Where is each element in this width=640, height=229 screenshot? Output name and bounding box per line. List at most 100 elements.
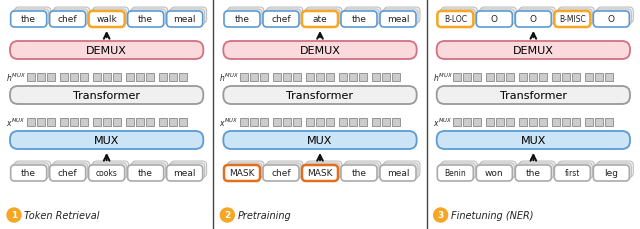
Bar bbox=[392, 74, 400, 82]
Bar bbox=[146, 74, 154, 82]
FancyBboxPatch shape bbox=[306, 161, 342, 177]
Bar bbox=[529, 74, 538, 82]
FancyBboxPatch shape bbox=[437, 165, 474, 181]
FancyBboxPatch shape bbox=[439, 10, 476, 26]
Bar bbox=[506, 74, 515, 82]
Bar bbox=[316, 118, 324, 126]
FancyBboxPatch shape bbox=[91, 10, 127, 26]
Text: $h^\mathregular{MUX}$: $h^\mathregular{MUX}$ bbox=[6, 71, 26, 84]
Bar bbox=[306, 118, 314, 126]
Text: $x^\mathregular{MUX}$: $x^\mathregular{MUX}$ bbox=[6, 116, 26, 129]
Text: the: the bbox=[234, 15, 250, 25]
Text: Transformer: Transformer bbox=[287, 91, 353, 101]
FancyBboxPatch shape bbox=[50, 165, 86, 181]
Bar bbox=[563, 74, 570, 82]
Bar bbox=[47, 74, 54, 82]
FancyBboxPatch shape bbox=[54, 161, 90, 177]
FancyBboxPatch shape bbox=[169, 10, 205, 26]
Bar bbox=[453, 74, 461, 82]
FancyBboxPatch shape bbox=[384, 8, 420, 24]
Circle shape bbox=[7, 208, 21, 222]
Bar bbox=[572, 118, 580, 126]
Text: the: the bbox=[351, 169, 367, 178]
FancyBboxPatch shape bbox=[93, 161, 129, 177]
Text: DEMUX: DEMUX bbox=[513, 46, 554, 56]
Text: $x^\mathregular{MUX}$: $x^\mathregular{MUX}$ bbox=[220, 116, 239, 129]
Text: won: won bbox=[485, 169, 504, 178]
FancyBboxPatch shape bbox=[171, 8, 207, 24]
Bar bbox=[339, 74, 347, 82]
FancyBboxPatch shape bbox=[343, 163, 379, 179]
FancyBboxPatch shape bbox=[302, 165, 338, 181]
Bar bbox=[563, 118, 570, 126]
FancyBboxPatch shape bbox=[345, 8, 381, 24]
FancyBboxPatch shape bbox=[89, 12, 125, 28]
Bar bbox=[486, 74, 494, 82]
Bar bbox=[169, 118, 177, 126]
FancyBboxPatch shape bbox=[166, 165, 203, 181]
Bar bbox=[250, 118, 258, 126]
Bar bbox=[113, 74, 121, 82]
FancyBboxPatch shape bbox=[554, 165, 590, 181]
Bar bbox=[326, 74, 334, 82]
FancyBboxPatch shape bbox=[595, 163, 631, 179]
FancyBboxPatch shape bbox=[517, 163, 554, 179]
Bar bbox=[125, 118, 134, 126]
FancyBboxPatch shape bbox=[10, 131, 204, 149]
FancyBboxPatch shape bbox=[341, 165, 377, 181]
Bar bbox=[47, 118, 54, 126]
Bar bbox=[79, 118, 88, 126]
Bar bbox=[540, 74, 547, 82]
Bar bbox=[283, 74, 291, 82]
Bar bbox=[179, 118, 187, 126]
FancyBboxPatch shape bbox=[171, 161, 207, 177]
Bar bbox=[36, 118, 45, 126]
FancyBboxPatch shape bbox=[52, 163, 88, 179]
Bar bbox=[463, 74, 471, 82]
Text: ate: ate bbox=[312, 15, 328, 25]
FancyBboxPatch shape bbox=[91, 163, 127, 179]
FancyBboxPatch shape bbox=[519, 161, 556, 177]
Text: Benin: Benin bbox=[444, 169, 466, 178]
FancyBboxPatch shape bbox=[226, 10, 262, 26]
Bar bbox=[79, 74, 88, 82]
FancyBboxPatch shape bbox=[13, 163, 49, 179]
Bar bbox=[240, 118, 248, 126]
FancyBboxPatch shape bbox=[15, 8, 51, 24]
Bar bbox=[283, 118, 291, 126]
FancyBboxPatch shape bbox=[556, 163, 593, 179]
Text: B-MISC: B-MISC bbox=[559, 15, 586, 25]
FancyBboxPatch shape bbox=[166, 12, 203, 28]
FancyBboxPatch shape bbox=[515, 12, 551, 28]
FancyBboxPatch shape bbox=[593, 165, 629, 181]
Text: Finetuning (NER): Finetuning (NER) bbox=[451, 210, 533, 220]
Text: O: O bbox=[608, 15, 615, 25]
Text: the: the bbox=[21, 169, 36, 178]
Bar bbox=[27, 74, 35, 82]
Text: meal: meal bbox=[387, 15, 409, 25]
FancyBboxPatch shape bbox=[267, 161, 303, 177]
Bar bbox=[293, 118, 301, 126]
Bar bbox=[497, 118, 504, 126]
Text: cooks: cooks bbox=[96, 169, 118, 178]
FancyBboxPatch shape bbox=[263, 12, 299, 28]
FancyBboxPatch shape bbox=[519, 8, 556, 24]
Bar bbox=[519, 74, 527, 82]
Bar bbox=[474, 74, 481, 82]
FancyBboxPatch shape bbox=[556, 10, 593, 26]
FancyBboxPatch shape bbox=[382, 163, 418, 179]
Bar bbox=[552, 118, 561, 126]
Bar bbox=[359, 118, 367, 126]
Text: MUX: MUX bbox=[307, 135, 333, 145]
FancyBboxPatch shape bbox=[89, 165, 125, 181]
FancyBboxPatch shape bbox=[517, 10, 554, 26]
Bar bbox=[349, 118, 357, 126]
FancyBboxPatch shape bbox=[481, 161, 516, 177]
FancyBboxPatch shape bbox=[478, 10, 515, 26]
FancyBboxPatch shape bbox=[554, 12, 590, 28]
Bar bbox=[102, 118, 111, 126]
FancyBboxPatch shape bbox=[442, 8, 477, 24]
FancyBboxPatch shape bbox=[10, 42, 204, 60]
Bar bbox=[463, 118, 471, 126]
Bar bbox=[260, 118, 268, 126]
